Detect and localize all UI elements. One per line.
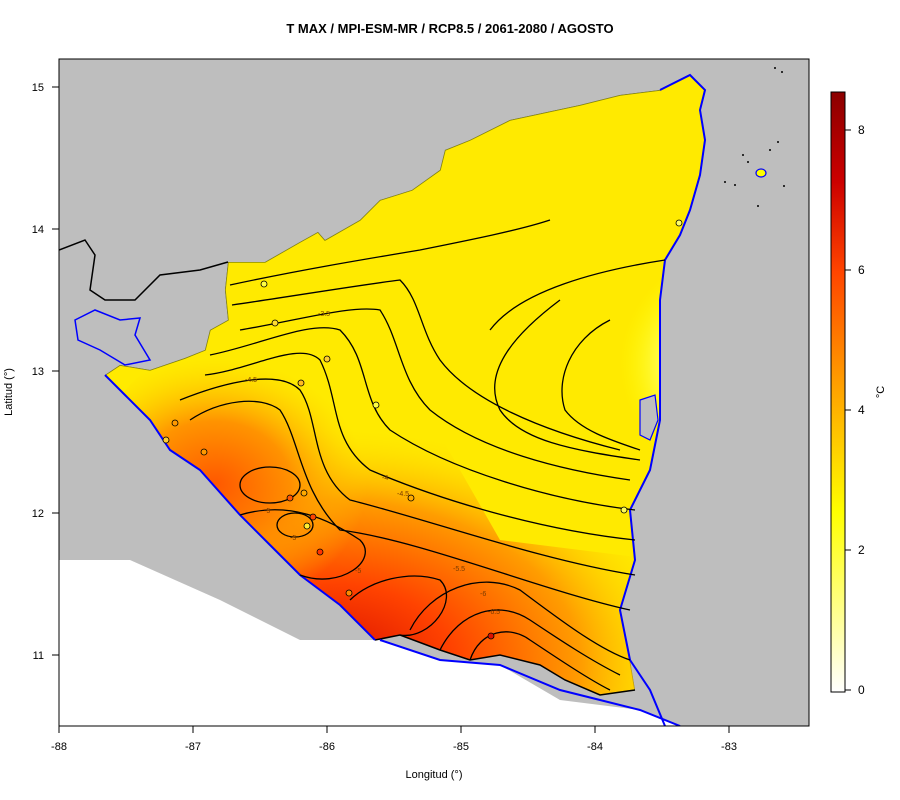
contour-line: [561, 319, 641, 451]
y-tick-label: 12: [32, 508, 44, 520]
station-marker: [675, 219, 683, 227]
x-axis: -88 -87 -86 -85 -84 -83 Longitud (°): [51, 725, 737, 781]
x-tick-label: -86: [319, 741, 335, 753]
island: [755, 168, 767, 178]
y-tick-label: 13: [32, 366, 44, 378]
costa-rica-border: [374, 634, 636, 696]
station-marker: [200, 448, 208, 456]
x-tick-label: -84: [587, 741, 603, 753]
x-tick-label: -87: [185, 741, 201, 753]
station-marker: [372, 401, 380, 409]
contour-label: -4.5: [245, 377, 257, 384]
stations: [162, 219, 683, 640]
colorbar-unit: °C: [875, 386, 887, 398]
contour-label: -5: [290, 535, 296, 542]
pacific-ocean-overlay: [59, 560, 680, 726]
station-marker: [323, 355, 331, 363]
contour-line: [349, 575, 447, 636]
cay-dot: [747, 161, 749, 163]
contour-label: -6: [480, 591, 486, 598]
contour-line: [489, 259, 666, 331]
cay-dot: [734, 184, 736, 186]
contour-label: -5.5: [453, 566, 465, 573]
station-marker: [171, 419, 179, 427]
station-marker: [260, 280, 268, 288]
station-marker: [620, 506, 628, 514]
station-marker: [316, 548, 324, 556]
contour-label: -5: [264, 508, 270, 515]
cay-dot: [757, 205, 759, 207]
gulf-coastline: [74, 309, 152, 366]
contour-label: -5: [355, 568, 361, 575]
map-title: T MAX / MPI-ESM-MR / RCP8.5 / 2061-2080 …: [286, 21, 614, 36]
outside-mask: [59, 59, 809, 726]
lagoon-pearl: [639, 394, 659, 441]
station-marker: [300, 489, 308, 497]
cay-dot: [781, 71, 783, 73]
cay-dot: [742, 154, 744, 156]
contour-line: [494, 299, 641, 461]
contour-line: [189, 400, 631, 611]
cay-dot: [777, 141, 779, 143]
colorbar-gradient: [830, 91, 846, 693]
x-axis-title: Longitud (°): [406, 769, 463, 781]
contour-line: [231, 279, 621, 451]
contour-line: [469, 631, 611, 691]
x-tick-label: -88: [51, 741, 67, 753]
contour-line: [209, 327, 636, 511]
cay-dot: [783, 185, 785, 187]
station-marker: [487, 632, 495, 640]
station-marker: [286, 494, 294, 502]
contour-line: [204, 352, 636, 541]
station-marker: [407, 494, 415, 502]
pacific-coastline: [104, 374, 376, 641]
contour-line: [409, 581, 631, 661]
colorbar-tick-label: 0: [858, 683, 865, 697]
colorbar: 8 6 4 2 0 °C: [830, 91, 887, 697]
cay-dot: [774, 67, 776, 69]
contour-line: [276, 512, 314, 538]
x-tick-label: -83: [721, 741, 737, 753]
contour-line: [179, 378, 636, 576]
contour-line: [229, 219, 551, 286]
cay-dot: [769, 149, 771, 151]
y-axis-title: Latitud (°): [3, 368, 15, 416]
colorbar-tick-label: 4: [858, 403, 865, 417]
colorbar-tick-label: 6: [858, 263, 865, 277]
honduras-border: [59, 239, 229, 301]
contour-labels: -3.5 -4.5 -4 -4.5 -5 -5.5 -5 -6 -6.5 -5: [245, 311, 500, 616]
contour-label: -3.5: [318, 311, 330, 318]
x-tick-label: -85: [453, 741, 469, 753]
station-marker: [271, 319, 279, 327]
caribbean-coastline: [618, 73, 707, 726]
station-marker: [345, 589, 353, 597]
contour-label: -4: [382, 475, 388, 482]
contour-label: -6.5: [488, 609, 500, 616]
contour-line: [239, 509, 366, 580]
contour-lines: [179, 219, 666, 691]
station-marker: [162, 436, 170, 444]
y-tick-label: 15: [32, 82, 44, 94]
map-panel: -3.5 -4.5 -4 -4.5 -5 -5.5 -5 -6 -6.5 -5: [59, 59, 809, 726]
y-tick-label: 14: [32, 224, 44, 236]
y-axis: 15 14 13 12 11 Latitud (°): [3, 82, 60, 662]
y-tick-label: 11: [33, 650, 44, 662]
contour-label: -4.5: [397, 491, 409, 498]
station-marker: [309, 513, 317, 521]
station-marker: [297, 379, 305, 387]
colorbar-tick-label: 8: [858, 123, 865, 137]
colorbar-tick-label: 2: [858, 543, 865, 557]
station-marker: [303, 522, 311, 530]
pacific-south-coastline: [379, 639, 681, 726]
cays: [724, 67, 785, 207]
contour-line: [239, 308, 631, 481]
contour-line: [239, 466, 301, 504]
cay-dot: [724, 181, 726, 183]
contour-line: [439, 609, 621, 676]
